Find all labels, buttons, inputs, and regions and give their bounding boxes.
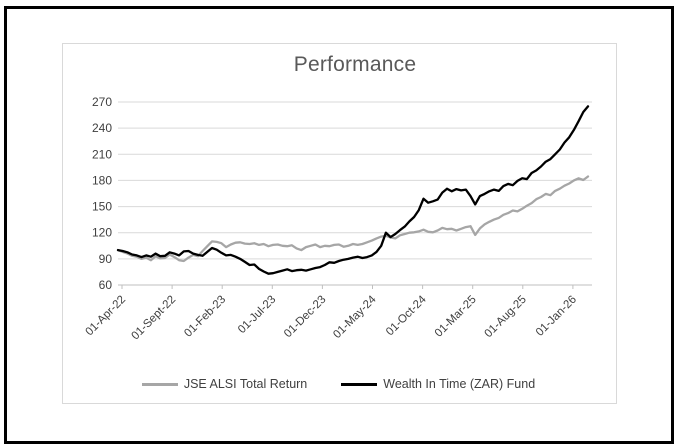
series-line-wealth-in-time [116, 105, 590, 275]
y-tick-label: 240 [92, 121, 112, 135]
x-tick-label: 01-Aug-25 [482, 294, 528, 340]
x-tick-label: 01-Dec-23 [282, 294, 328, 340]
chart-title: Performance [293, 53, 417, 76]
x-tick-label: 01-Feb-23 [182, 294, 228, 340]
gray-line-swatch-icon [141, 382, 178, 386]
y-tick-label: 150 [92, 200, 112, 214]
y-tick-label: 120 [92, 226, 112, 240]
x-tick-label: 01-Mar-25 [433, 294, 479, 340]
y-tick-label: 180 [92, 173, 112, 187]
y-tick-label: 90 [99, 252, 113, 266]
y-tick-label: 60 [99, 278, 113, 292]
x-tick-label: 01-Sept-22 [129, 294, 178, 343]
x-tick-label: 01-Apr-22 [83, 294, 128, 339]
black-line-swatch-icon [341, 382, 378, 386]
legend-label-jse-alsi: JSE ALSI Total Return [183, 377, 308, 391]
y-tick-label: 270 [92, 95, 112, 109]
x-tick-label: 01-May-24 [331, 293, 379, 341]
legend-item-jse-alsi: JSE ALSI Total Return [141, 377, 308, 391]
chart-legend: JSE ALSI Total Return Wealth In Time (ZA… [62, 374, 615, 394]
legend-label-wealth-in-time: Wealth In Time (ZAR) Fund [383, 377, 536, 391]
x-tick-label: 01-Oct-24 [384, 293, 429, 338]
x-tick-label: 01-Jul-23 [236, 294, 278, 336]
series-line-jse-alsi [116, 175, 590, 263]
y-tick-label: 210 [92, 147, 112, 161]
legend-item-wealth-in-time: Wealth In Time (ZAR) Fund [341, 377, 535, 391]
x-tick-label: 01-Jan-26 [534, 294, 579, 339]
chart-container[interactable] [62, 43, 617, 404]
